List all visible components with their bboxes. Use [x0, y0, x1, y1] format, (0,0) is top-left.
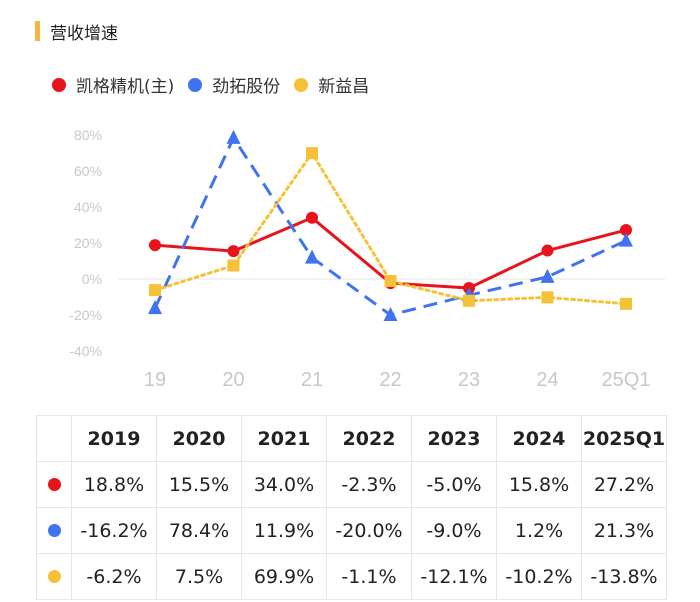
data-point: [540, 268, 555, 283]
legend-dot-yellow: [294, 77, 309, 92]
data-point: [384, 274, 397, 287]
data-point: [227, 245, 240, 258]
data-point: [463, 294, 475, 307]
x-tick-label: 24: [536, 369, 558, 391]
data-point: [383, 307, 398, 321]
table-header-cell: 2023: [411, 415, 497, 462]
legend-item-jintuo[interactable]: 劲拓股份: [188, 72, 280, 97]
series-dot-red: [47, 477, 61, 491]
data-point: [226, 129, 241, 144]
table-row: 18.8% 15.5% 34.0% -2.3% -5.0% 15.8% 27.2…: [36, 461, 667, 508]
legend: 凯格精机(主) 劲拓股份 新益昌: [52, 72, 383, 97]
table-header-cell: [36, 415, 72, 462]
table-cell: 78.4%: [156, 507, 242, 554]
series-dot-yellow: [47, 569, 61, 583]
table-header-cell: 2020: [156, 415, 242, 462]
data-point: [541, 244, 554, 257]
table-cell: -5.0%: [411, 461, 497, 508]
chart-header: 营收增速: [35, 20, 118, 44]
legend-label: 劲拓股份: [212, 77, 281, 97]
table-cell: 34.0%: [241, 461, 327, 508]
title-accent-bar: [35, 21, 40, 41]
table-cell: -2.3%: [326, 461, 412, 508]
data-point: [541, 291, 554, 304]
x-tick-label: 21: [301, 369, 323, 391]
y-tick-label: -20%: [69, 307, 102, 323]
table-cell: -20.0%: [326, 507, 412, 554]
data-point: [620, 297, 632, 310]
data-point: [306, 211, 318, 224]
x-tick-label: 25Q1: [602, 369, 651, 391]
table-cell: 15.5%: [156, 461, 242, 508]
table-cell: 18.8%: [71, 461, 157, 508]
chart-title: 营收增速: [50, 23, 118, 44]
x-tick-label: 22: [379, 369, 401, 391]
table-header-cell: 2021: [241, 415, 327, 462]
table-cell: 21.3%: [581, 507, 667, 554]
table-cell: 1.2%: [496, 507, 582, 554]
data-point: [149, 284, 161, 297]
table-header-cell: 2022: [326, 415, 412, 462]
table-cell: 7.5%: [156, 553, 242, 600]
y-tick-label: 20%: [74, 235, 102, 251]
table-header-cell: 2019: [71, 415, 157, 462]
table-cell: -13.8%: [581, 553, 667, 600]
table-cell: 11.9%: [241, 507, 327, 554]
row-marker-cell: [36, 461, 72, 508]
legend-label: 新益昌: [318, 77, 370, 97]
y-tick-label: 80%: [74, 127, 102, 143]
table-cell: 27.2%: [581, 461, 667, 508]
table-row: -6.2% 7.5% 69.9% -1.1% -12.1% -10.2% -13…: [36, 553, 667, 600]
data-table: 2019 2020 2021 2022 2023 2024 2025Q1 18.…: [36, 415, 667, 600]
data-point: [619, 232, 633, 247]
data-point: [148, 300, 162, 315]
data-point: [620, 224, 632, 237]
y-tick-label: 40%: [74, 199, 102, 215]
legend-label: 凯格精机(主): [76, 77, 175, 97]
table-header-row: 2019 2020 2021 2022 2023 2024 2025Q1: [36, 415, 667, 462]
data-point: [305, 249, 319, 264]
y-tick-label: -40%: [69, 343, 102, 359]
table-header-cell: 2024: [496, 415, 582, 462]
series-dot-blue: [47, 523, 61, 537]
table-row: -16.2% 78.4% 11.9% -20.0% -9.0% 1.2% 21.…: [36, 507, 667, 554]
line-chart: 80% 60% 40% 20% 0% -20% -40% 19 20 21 22 23 24 25Q1: [69, 127, 665, 391]
legend-dot-red: [52, 77, 66, 92]
table-cell: 15.8%: [496, 461, 582, 508]
data-point: [306, 147, 318, 160]
data-point: [149, 239, 161, 252]
table-cell: -6.2%: [71, 553, 157, 600]
x-tick-label: 19: [144, 369, 166, 391]
table-cell: -12.1%: [411, 553, 497, 600]
row-marker-cell: [36, 507, 72, 554]
data-point: [227, 259, 240, 272]
y-tick-label: 0%: [82, 271, 102, 287]
legend-item-kaige[interactable]: 凯格精机(主): [52, 72, 174, 97]
x-tick-label: 23: [458, 369, 480, 391]
table-cell: -10.2%: [496, 553, 582, 600]
table-cell: -1.1%: [326, 553, 412, 600]
legend-item-xinyichang[interactable]: 新益昌: [294, 72, 369, 97]
table-cell: 69.9%: [241, 553, 327, 600]
y-tick-label: 60%: [74, 163, 102, 179]
x-tick-label: 20: [222, 369, 244, 391]
table-header-cell: 2025Q1: [581, 415, 667, 462]
legend-dot-blue: [188, 77, 203, 92]
table-cell: -9.0%: [411, 507, 497, 554]
row-marker-cell: [36, 553, 72, 600]
table-cell: -16.2%: [71, 507, 157, 554]
